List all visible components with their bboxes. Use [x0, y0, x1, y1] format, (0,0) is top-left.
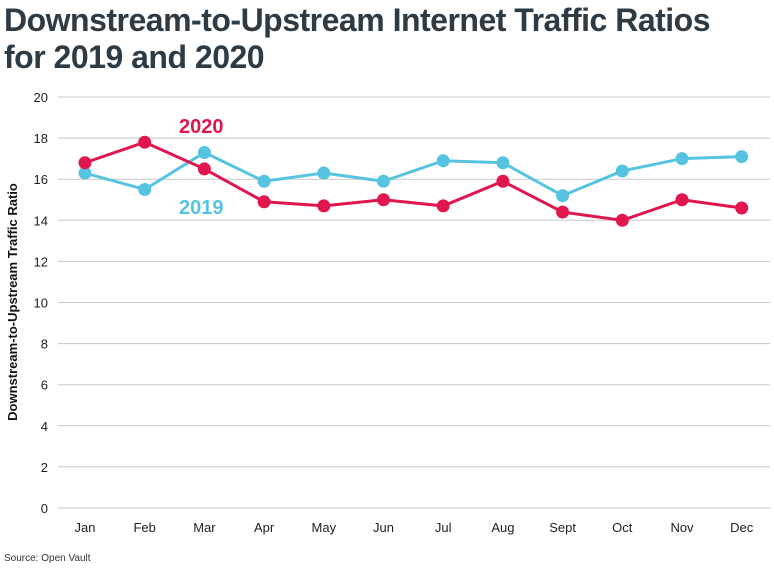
data-point-2019 [78, 166, 92, 180]
chart-title: Downstream-to-Upstream Internet Traffic … [4, 2, 711, 76]
y-tick-label: 2 [41, 460, 48, 475]
data-point-2019 [197, 145, 211, 159]
x-tick-label: Aug [491, 520, 514, 535]
data-point-2020 [317, 199, 331, 213]
data-point-2020 [615, 213, 629, 227]
data-point-2019 [138, 182, 152, 196]
series-label-2019: 2019 [179, 197, 224, 219]
x-tick-label: Jul [435, 520, 452, 535]
x-tick-label: Jan [75, 520, 96, 535]
x-tick-label: Apr [254, 520, 275, 535]
data-point-2020 [735, 201, 749, 215]
y-tick-label: 8 [41, 337, 48, 352]
y-tick-label: 16 [34, 172, 48, 187]
series-line-2020 [84, 140, 742, 222]
data-point-2020 [496, 174, 510, 188]
data-point-2020 [556, 205, 570, 219]
y-tick-label: 14 [34, 213, 48, 228]
title-line-1: Downstream-to-Upstream Internet Traffic … [4, 2, 711, 38]
series-line-2019 [84, 150, 742, 198]
data-point-2020 [675, 193, 689, 207]
y-tick-label: 18 [34, 131, 48, 146]
series-label-2020: 2020 [179, 116, 224, 138]
y-tick-label: 20 [34, 90, 48, 105]
x-tick-label: Jun [373, 520, 394, 535]
data-point-2020 [138, 135, 152, 149]
y-tick-label: 0 [41, 501, 48, 516]
y-tick-label: 6 [41, 378, 48, 393]
data-point-2019 [735, 150, 749, 164]
x-tick-label: Nov [670, 520, 694, 535]
data-point-2020 [377, 193, 390, 207]
data-point-2019 [436, 154, 450, 168]
y-tick-label: 10 [34, 296, 48, 311]
x-tick-label: Sept [549, 520, 576, 535]
data-point-2019 [496, 156, 510, 170]
source-note: Source: Open Vault [4, 553, 91, 564]
x-tick-label: Oct [612, 520, 633, 535]
data-point-2019 [615, 164, 629, 178]
x-tick-label: May [312, 520, 337, 535]
data-point-2019 [556, 189, 570, 203]
data-point-2019 [257, 174, 271, 188]
y-axis-label: Downstream-to-Upstream Traffic Ratio [5, 183, 20, 421]
data-point-2019 [675, 152, 689, 166]
y-tick-label: 4 [41, 419, 48, 434]
y-tick-label: 12 [34, 254, 48, 269]
data-point-2020 [197, 162, 211, 176]
x-tick-label: Feb [133, 520, 155, 535]
x-tick-label: Mar [193, 520, 216, 535]
title-line-2: for 2019 and 2020 [4, 39, 265, 75]
data-point-2020 [257, 195, 271, 209]
data-point-2020 [436, 199, 450, 213]
data-point-2019 [317, 166, 331, 180]
data-point-2019 [377, 174, 390, 188]
data-point-2020 [78, 156, 92, 170]
x-tick-label: Dec [730, 520, 754, 535]
